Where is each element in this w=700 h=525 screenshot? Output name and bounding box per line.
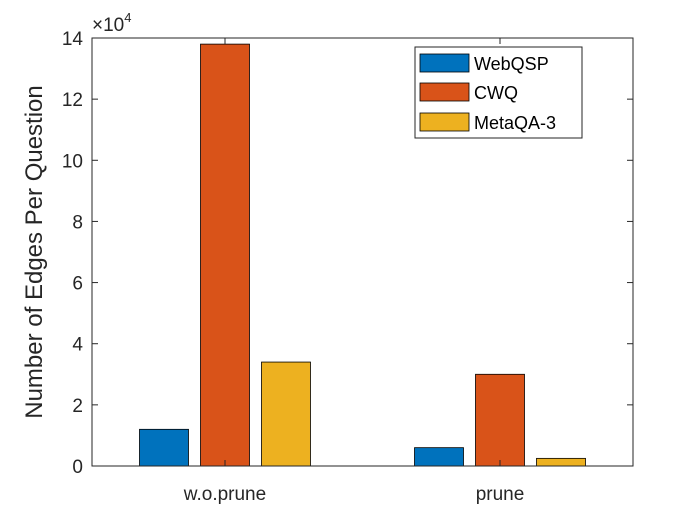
- legend-swatch-cwq: [419, 82, 470, 102]
- y-tick-label: 10: [62, 151, 83, 172]
- bar-webqsp-prune: [414, 447, 464, 467]
- legend-label-webqsp: WebQSP: [474, 54, 549, 74]
- axes-box: [91, 37, 634, 467]
- y-tick-label: 14: [62, 29, 84, 50]
- bar-metaqa-3-prune: [536, 457, 586, 467]
- y-tick-label: 6: [72, 274, 83, 295]
- legend-swatch-metaqa3: [419, 112, 470, 132]
- bar-cwq-prune: [475, 373, 525, 467]
- legend-swatch-webqsp: [419, 53, 470, 73]
- x-tick-label: w.o.prune: [183, 484, 266, 505]
- x-tick-label: prune: [476, 484, 525, 505]
- y-tick-label: 12: [62, 90, 83, 111]
- y-tick-label: 8: [72, 212, 83, 233]
- bar-cwq-w-o-prune: [200, 43, 250, 467]
- y-axis-exponent: ×104: [92, 10, 131, 36]
- legend: WebQSP CWQ MetaQA-3: [414, 46, 583, 139]
- axes-group: 0 2 4 6 8 10 12 14 w.o.prune prune: [62, 29, 634, 505]
- legend-label-metaqa3: MetaQA-3: [474, 113, 556, 133]
- y-tick-label: 2: [72, 396, 83, 417]
- bars-group: [139, 43, 586, 467]
- legend-label-cwq: CWQ: [474, 83, 518, 103]
- bar-metaqa-3-w-o-prune: [261, 361, 311, 467]
- y-axis-label: Number of Edges Per Question: [21, 85, 48, 419]
- y-tick-label: 0: [72, 457, 83, 478]
- bar-webqsp-w-o-prune: [139, 428, 189, 467]
- y-tick-label: 4: [72, 335, 83, 356]
